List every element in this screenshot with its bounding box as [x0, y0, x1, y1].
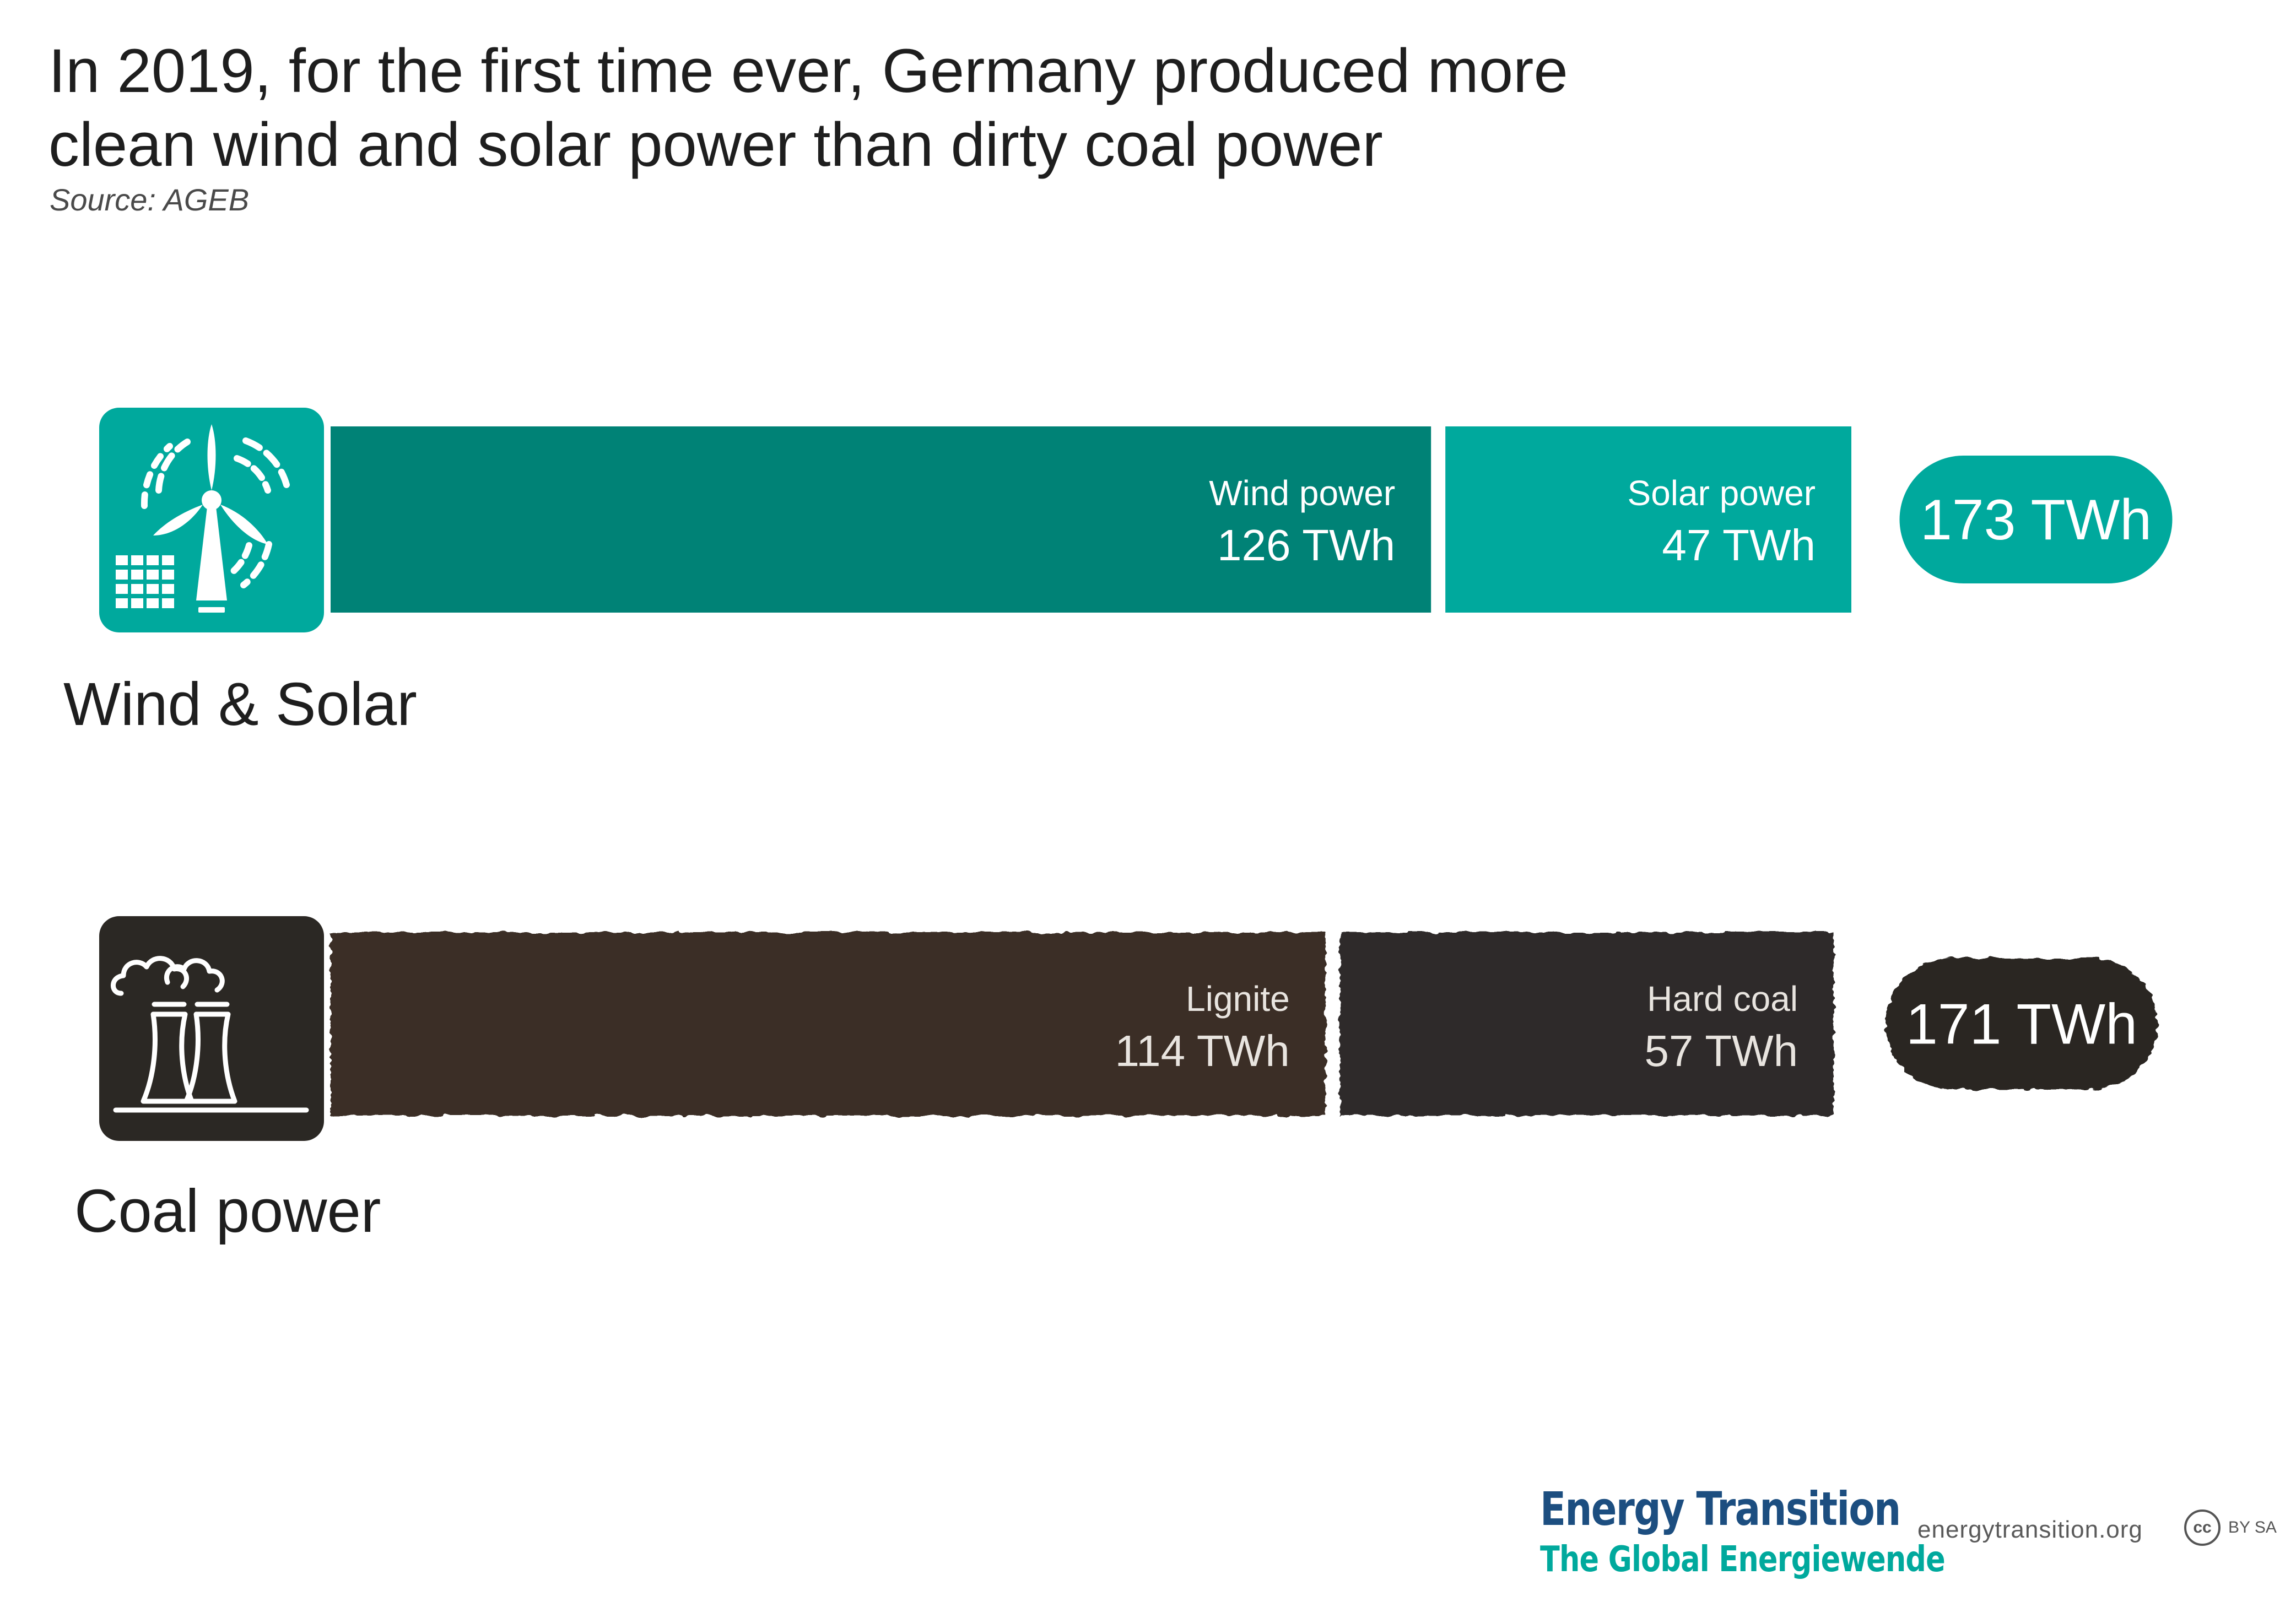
chart-title: In 2019, for the first time ever, German…: [48, 34, 1646, 182]
total-label-wind-solar: 173 TWh: [1920, 488, 2152, 552]
total-label-coal-power: 171 TWh: [1906, 993, 2137, 1057]
cooling-tower-icon: [99, 916, 324, 1141]
segment-name-label-solar-power: Solar power: [1628, 473, 1816, 513]
bar-segment-solar-power: [1445, 426, 1851, 613]
total-badge-coal-power: [1886, 958, 2158, 1090]
category-label-wind-solar: Wind & Solar: [63, 670, 417, 738]
segment-value-label-wind-power: 126 TWh: [1217, 521, 1395, 570]
chart-title-line-2: clean wind and solar power than dirty co…: [48, 110, 1383, 179]
segment-value-label-solar-power: 47 TWh: [1662, 521, 1816, 570]
segment-value-label-hard-coal: 57 TWh: [1644, 1026, 1798, 1075]
category-label-coal: Coal power: [74, 1177, 381, 1245]
chart-source: Source: AGEB: [50, 182, 250, 217]
energy-transition-logo[interactable]: Energy Transition The Global Energiewend…: [1540, 1482, 2034, 1580]
logo-subtitle: The Global Energiewende: [1540, 1539, 1946, 1580]
license-text: BY SA: [2228, 1518, 2277, 1536]
license-badge[interactable]: cc BY SA: [2184, 1509, 2277, 1546]
segment-value-label-lignite: 114 TWh: [1115, 1026, 1290, 1075]
segment-name-label-wind-power: Wind power: [1209, 473, 1395, 513]
bar-segment-hard-coal: [1339, 932, 1834, 1116]
segment-name-label-hard-coal: Hard coal: [1647, 979, 1798, 1019]
logo-title: Energy Transition: [1540, 1482, 1901, 1536]
total-badge-wind-solar: [1899, 456, 2173, 583]
chart-title-line-1: In 2019, for the first time ever, German…: [48, 36, 1568, 105]
website-link[interactable]: energytransition.org: [1917, 1516, 2143, 1543]
bar-segment-wind-power: [331, 426, 1431, 613]
segment-name-label-lignite: Lignite: [1186, 979, 1290, 1019]
creative-commons-icon: cc: [2184, 1509, 2221, 1546]
bar-segment-lignite: [331, 932, 1326, 1116]
wind-turbine-solar-icon: [99, 408, 324, 632]
